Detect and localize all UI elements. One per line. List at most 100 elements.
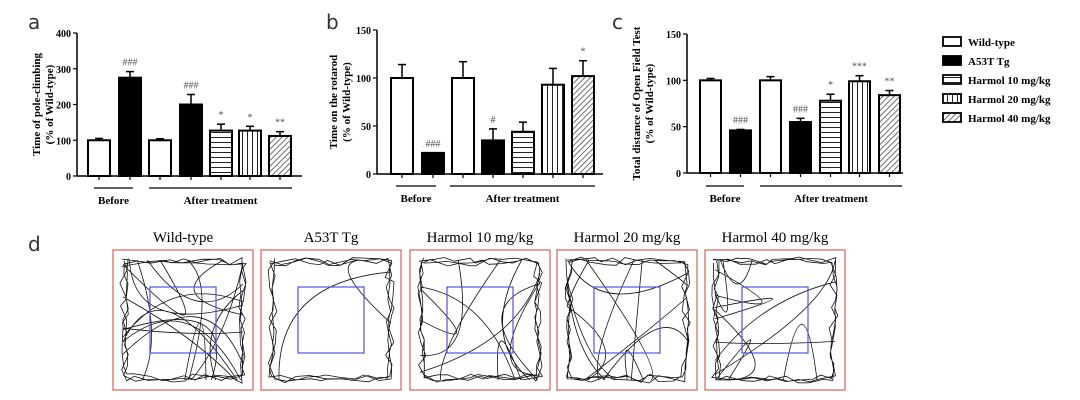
bar-harmol-40-mg-kg [571, 75, 595, 175]
center-zone [297, 286, 365, 354]
bar-harmol-40-mg-kg [268, 134, 292, 178]
panel-label-d: d [28, 232, 41, 256]
significance-annotation: ### [793, 104, 808, 115]
group-label: After treatment [184, 195, 258, 207]
track-border [260, 249, 402, 391]
bar-wild-type [699, 79, 722, 174]
track-plot: Wild-type [112, 230, 254, 391]
center-zone [593, 286, 661, 354]
significance-annotation: ** [885, 77, 895, 88]
significance-annotation: ### [426, 139, 441, 150]
significance-annotation: # [491, 115, 496, 126]
bar-wild-type [148, 139, 172, 177]
y-axis-label-line: Time of pole-climbing [31, 52, 43, 156]
y-tick-label: 0 [366, 170, 371, 181]
track-label: Wild-type [153, 230, 214, 246]
y-axis-label-line: (% of Wild-type) [44, 64, 56, 144]
legend-label: Harmol 20 mg/kg [968, 94, 1051, 106]
bar-wild-type [759, 79, 782, 174]
movement-trace [267, 257, 395, 384]
significance-annotation: ### [733, 115, 748, 126]
center-zone [741, 286, 809, 354]
y-axis-label-line: (% of Wild-type) [341, 62, 353, 142]
track-label: Harmol 40 mg/kg [722, 230, 829, 246]
y-axis-label: Time of pole-climbing(% of Wild-type) [31, 52, 56, 156]
group-label: After treatment [486, 193, 560, 205]
legend-swatch [942, 55, 962, 66]
y-tick-label: 400 [56, 29, 71, 40]
bar-a53t-tg [118, 76, 142, 177]
movement-trace [417, 257, 544, 383]
bar-wild-type [451, 77, 475, 175]
bar-harmol-20-mg-kg [238, 129, 262, 178]
y-axis-label: Total distance of Open Field Test(% of W… [631, 26, 656, 180]
significance-annotation: * [248, 112, 253, 123]
chart-a: 0 100 200 300 400 Time of pole-climbing(% of … [31, 29, 302, 207]
track-plot: Harmol 40 mg/kg [704, 230, 846, 391]
chart-b: 0 50 100 150 Time on the rotarod(% of Wild-t… [328, 26, 603, 205]
bar-wild-type [390, 77, 414, 175]
legend-swatch [942, 112, 962, 123]
bar-harmol-40-mg-kg [878, 94, 901, 174]
group-label: After treatment [794, 193, 868, 205]
movement-trace [711, 256, 839, 384]
panel-label-b: b [326, 10, 339, 34]
y-tick-label: 100 [666, 76, 681, 87]
group-label: Before [710, 193, 741, 205]
y-axis-label-line: (% of Wild-type) [644, 63, 656, 143]
bar-harmol-20-mg-kg [848, 80, 871, 174]
bar-harmol-10-mg-kg [511, 130, 535, 175]
track-plot: Harmol 10 mg/kg [409, 230, 551, 391]
track-border [409, 249, 551, 391]
group-label: Before [98, 195, 129, 207]
bar-harmol-10-mg-kg [819, 99, 842, 174]
legend: Wild-type A53T Tg Harmol 10 mg/kg Harmol 20… [942, 36, 1051, 125]
y-axis-label: Time on the rotarod(% of Wild-type) [328, 55, 353, 149]
panel-label-a: a [28, 10, 40, 34]
bar-a53t-tg [179, 103, 203, 177]
legend-label: Wild-type [968, 37, 1015, 49]
movement-trace [564, 256, 691, 384]
y-tick-label: 150 [356, 26, 371, 37]
track-plot: Harmol 20 mg/kg [556, 230, 698, 391]
bar-a53t-tg [421, 151, 445, 176]
significance-annotation: * [828, 80, 833, 91]
track-label: Harmol 20 mg/kg [574, 230, 681, 246]
legend-swatch [942, 74, 962, 85]
chart-c: 0 50 100 150 Total distance of Open Field Te… [631, 26, 903, 205]
significance-annotation: * [581, 47, 586, 58]
movement-trace [119, 257, 247, 384]
bar-a53t-tg [481, 139, 505, 175]
y-tick-label: 150 [666, 30, 681, 41]
y-tick-label: 0 [676, 169, 681, 180]
bar-harmol-10-mg-kg [209, 129, 233, 178]
significance-annotation: ### [184, 80, 199, 91]
track-plot: A53T Tg [260, 230, 402, 391]
significance-annotation: * [219, 110, 224, 121]
legend-swatch [942, 93, 962, 104]
significance-annotation: ### [123, 58, 138, 69]
y-tick-label: 100 [356, 74, 371, 85]
y-axis-label-line: Total distance of Open Field Test [631, 26, 643, 180]
bar-a53t-tg [729, 129, 752, 175]
y-tick-label: 200 [56, 101, 71, 112]
legend-label: A53T Tg [968, 56, 1010, 68]
y-axis-label-line: Time on the rotarod [328, 55, 340, 149]
bar-harmol-20-mg-kg [541, 83, 565, 175]
group-label: Before [401, 193, 432, 205]
significance-annotation: *** [852, 62, 867, 73]
bar-a53t-tg [789, 121, 812, 174]
significance-annotation: ** [275, 118, 285, 129]
y-tick-label: 0 [66, 172, 71, 183]
panel-label-c: c [612, 10, 623, 34]
y-tick-label: 50 [671, 123, 681, 134]
legend-label: Harmol 10 mg/kg [968, 75, 1051, 87]
track-label: A53T Tg [304, 230, 359, 246]
center-zone [446, 286, 514, 354]
bar-wild-type [87, 139, 111, 177]
legend-label: Harmol 40 mg/kg [968, 113, 1051, 125]
center-zone [149, 286, 217, 354]
track-label: Harmol 10 mg/kg [427, 230, 534, 246]
y-tick-label: 300 [56, 65, 71, 76]
